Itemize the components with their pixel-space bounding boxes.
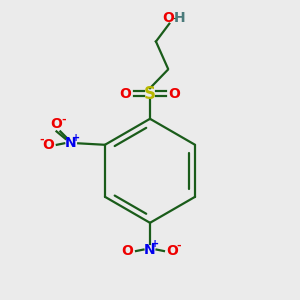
Text: N: N — [65, 136, 76, 150]
Text: O: O — [42, 138, 54, 152]
Text: O: O — [166, 244, 178, 258]
Text: -: - — [177, 241, 182, 251]
Text: +: + — [151, 239, 159, 249]
Text: O: O — [121, 244, 133, 258]
Text: O: O — [162, 11, 174, 25]
Text: H: H — [173, 11, 185, 25]
Text: -: - — [61, 115, 66, 124]
Text: -: - — [40, 134, 44, 144]
Text: +: + — [72, 133, 80, 143]
Text: O: O — [169, 86, 181, 100]
Text: N: N — [144, 243, 156, 256]
Text: O: O — [51, 117, 62, 131]
Text: S: S — [144, 85, 156, 103]
Text: O: O — [119, 86, 131, 100]
